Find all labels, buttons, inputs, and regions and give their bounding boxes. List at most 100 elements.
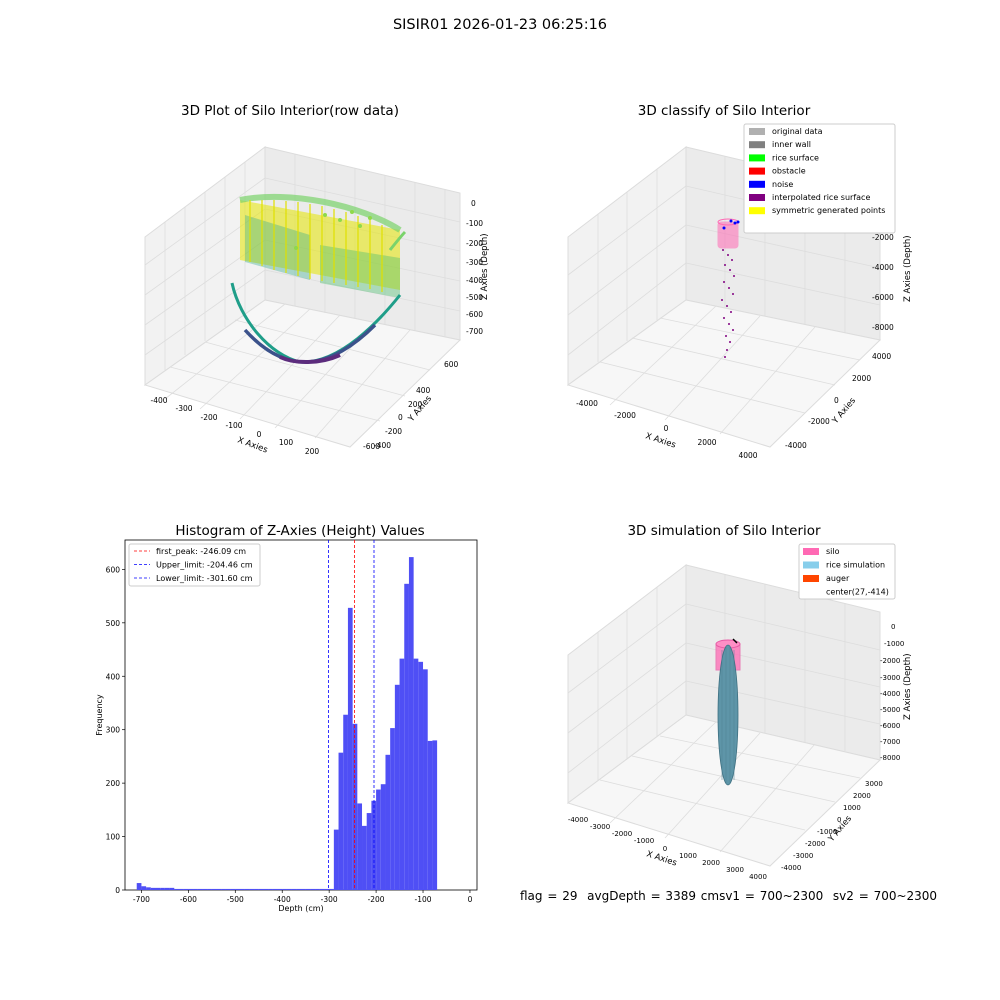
simulation-x-tick: 2000 — [702, 859, 720, 867]
histogram-y-tick: 100 — [106, 833, 121, 842]
histogram-bar — [268, 888, 273, 890]
raw-z-tick: -100 — [466, 219, 483, 228]
classify-plot-title: 3D classify of Silo Interior — [637, 103, 811, 119]
histogram-bar — [178, 888, 184, 890]
classify-y-tick: 4000 — [872, 352, 891, 361]
raw-z-tick: -300 — [466, 258, 483, 267]
sv2-text: sv2 = 700~2300 — [832, 889, 938, 903]
histogram-y-tick: 200 — [106, 779, 121, 788]
histogram-bar — [164, 887, 170, 890]
histogram-bar — [432, 740, 438, 890]
avg-depth-text: avgDepth = 3389 cmsv1 = 700~2300 — [587, 889, 824, 903]
simulation-x-tick: 0 — [663, 845, 667, 853]
raw-x-tick: -300 — [175, 404, 192, 413]
simulation-legend-swatch — [803, 575, 819, 582]
histogram-bar — [207, 888, 212, 890]
histogram-bar — [385, 754, 391, 890]
histogram-bar — [418, 661, 424, 890]
histogram-y-tick: 500 — [106, 619, 121, 628]
classify-legend-label: obstacle — [772, 167, 806, 176]
classify-y-tick: 2000 — [852, 374, 871, 383]
histogram-bar — [136, 883, 142, 890]
simulation-y-tick: 1000 — [843, 804, 861, 812]
histogram-bars — [136, 557, 438, 890]
simulation-legend-label: rice simulation — [826, 561, 885, 570]
histogram-bar — [286, 888, 292, 890]
simulation-tick-labels: -4000 -3000 -2000 -1000 0 1000 2000 3000… — [568, 623, 905, 881]
raw-z-tick: -700 — [466, 327, 483, 336]
simulation-x-tick: -3000 — [590, 823, 610, 831]
histogram-bar — [338, 752, 344, 890]
raw-tick-labels: -400 -300 -200 -100 0 100 200 600 400 20… — [150, 199, 483, 456]
histogram-bar — [366, 813, 372, 890]
histogram-legend-label: Upper_limit: -204.46 cm — [156, 561, 253, 570]
histogram-bar — [357, 803, 363, 890]
histogram-bar — [329, 888, 334, 890]
classify-legend-label: inner wall — [772, 140, 811, 149]
histogram-title: Histogram of Z-Axies (Height) Values — [175, 523, 425, 539]
histogram-bar — [160, 887, 165, 890]
simulation-x-tick: 3000 — [726, 866, 744, 874]
simulation-plot-title: 3D simulation of Silo Interior — [627, 523, 821, 539]
histogram-bar — [324, 888, 330, 890]
raw-z-tick: -400 — [466, 276, 483, 285]
histogram-x-tick: -700 — [133, 895, 150, 904]
raw-y-tick: 200 — [408, 400, 423, 409]
histogram-bar — [319, 888, 325, 890]
simulation-z-tick: -4000 — [880, 690, 900, 698]
histogram-bar — [376, 789, 381, 890]
histogram-bar — [394, 684, 400, 890]
histogram-bar — [427, 740, 433, 890]
histogram-y-tick: 300 — [106, 726, 121, 735]
simulation-y-tick: -1000 — [817, 828, 837, 836]
classify-x-tick: -2000 — [614, 411, 636, 420]
histogram-bar — [202, 888, 208, 890]
histogram-x-tick: -100 — [415, 895, 432, 904]
simulation-legend-label: center(27,-414) — [826, 588, 889, 597]
classify-legend-swatch — [749, 128, 765, 135]
figure-title: SISIR01 2026-01-23 06:25:16 — [392, 17, 608, 33]
classify-z-tick: -2000 — [872, 233, 894, 242]
classify-legend: original data inner wall rice surface obsta… — [743, 123, 896, 234]
histogram-bar — [315, 888, 320, 890]
classify-y-tick: 0 — [834, 396, 839, 405]
histogram-bar — [277, 888, 283, 890]
raw-z-tick: 0 — [471, 199, 476, 208]
raw-y-tick: -200 — [385, 427, 402, 436]
histogram-bar — [390, 728, 395, 890]
histogram-bar — [301, 888, 306, 890]
raw-y-tick: 0 — [398, 413, 403, 422]
raw-x-tick: 100 — [279, 438, 294, 447]
classify-y-tick: -2000 — [808, 417, 830, 426]
histogram-bar — [244, 888, 250, 890]
simulation-x-tick: 1000 — [679, 852, 697, 860]
simulation-y-tick: 2000 — [853, 792, 871, 800]
simulation-legend-label: auger — [826, 574, 850, 583]
raw-plot-title: 3D Plot of Silo Interior(row data) — [181, 103, 399, 119]
histogram-bar — [347, 607, 353, 890]
histogram-bar — [310, 888, 316, 890]
classify-legend-label: rice surface — [772, 153, 819, 162]
histogram-bar — [146, 887, 151, 890]
histogram-x-tick: 0 — [468, 895, 473, 904]
histogram-x-axis-label: Depth (cm) — [278, 904, 323, 913]
raw-y-tick: 600 — [444, 360, 459, 369]
histogram-bar — [258, 888, 264, 890]
histogram-bar — [352, 723, 358, 890]
simulation-x-tick: 4000 — [749, 873, 767, 881]
histogram-bar — [211, 888, 217, 890]
classify-z-tick: -4000 — [872, 263, 894, 272]
classify-legend-label: symmetric generated points — [772, 206, 885, 215]
histogram-bar — [197, 888, 203, 890]
simulation-z-tick: -1000 — [884, 640, 904, 648]
simulation-legend-swatch — [803, 548, 819, 555]
histogram-x-tick: -500 — [227, 895, 244, 904]
classify-y-tick: -4000 — [785, 441, 807, 450]
classify-x-tick: 0 — [664, 424, 669, 433]
histogram-bar — [263, 888, 269, 890]
histogram-bar — [249, 888, 255, 890]
histogram-bar — [155, 887, 161, 890]
classify-legend-swatch — [749, 141, 765, 149]
histogram-y-ticks: 0 100 200 300 400 500 600 — [106, 565, 125, 895]
